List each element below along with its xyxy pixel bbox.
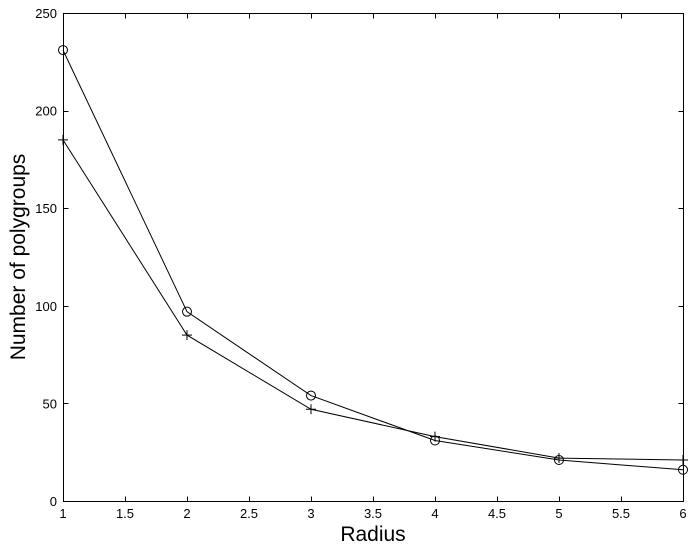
series-line: [62, 139, 684, 461]
x-tick-label: 3: [307, 506, 314, 521]
series-line: [62, 49, 684, 471]
x-axis-title: Radius: [340, 523, 405, 546]
series-1: [58, 45, 688, 475]
x-tick-label: 1: [59, 506, 66, 521]
data-point: [58, 45, 68, 56]
series-layer: [58, 45, 688, 475]
data-point: [306, 404, 316, 415]
data-point: [678, 464, 688, 475]
y-tick-label: 50: [43, 396, 57, 411]
x-tick-label: 3.5: [364, 506, 382, 521]
x-tick-label: 2: [183, 506, 190, 521]
series-2: [58, 134, 688, 466]
y-axis-title: Number of polygroups: [7, 154, 30, 361]
data-point: [430, 431, 440, 442]
x-tick-label: 5: [555, 506, 562, 521]
y-tick-label: 0: [50, 494, 57, 509]
x-tick-label: 2.5: [240, 506, 258, 521]
data-point: [182, 306, 192, 317]
data-point: [678, 455, 688, 466]
y-tick-label: 100: [35, 299, 57, 314]
x-tick-label: 1.5: [116, 506, 134, 521]
data-point: [58, 134, 68, 145]
x-tick-label: 5.5: [612, 506, 630, 521]
y-tick-label: 200: [35, 104, 57, 119]
plot-frame: [63, 13, 684, 502]
x-tick-label: 6: [679, 506, 686, 521]
axis-ticks: 1 1.5 2 2.5 3 3.5 4 4.5 5 5.5 6 0 50 100 150 200 250: [35, 6, 686, 521]
data-point: [182, 330, 192, 341]
x-tick-label: 4: [431, 506, 438, 521]
y-tick-label: 250: [35, 6, 57, 21]
y-tick-label: 150: [35, 201, 57, 216]
data-point: [554, 453, 564, 464]
x-tick-label: 4.5: [488, 506, 506, 521]
data-point: [306, 390, 316, 401]
